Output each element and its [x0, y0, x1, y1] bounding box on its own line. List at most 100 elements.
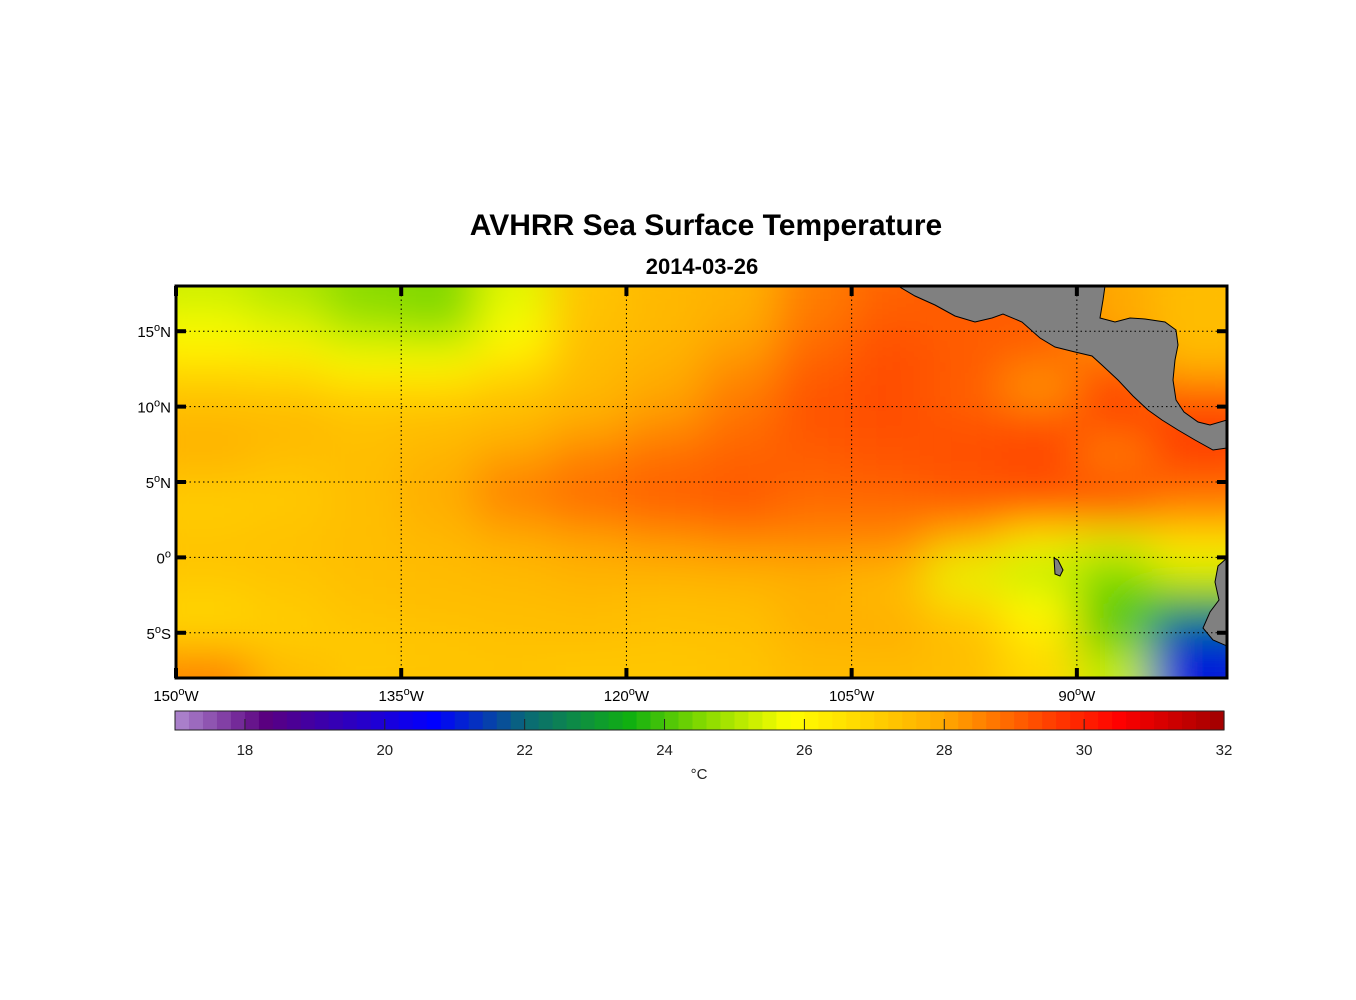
sst-cell — [1151, 557, 1227, 589]
sst-cell — [476, 527, 553, 559]
sst-cell — [626, 647, 703, 678]
sst-cell — [851, 376, 928, 408]
sst-cell — [1151, 466, 1227, 499]
sst-cell — [626, 316, 703, 348]
colorbar-segment — [482, 711, 498, 730]
colorbar-segment — [328, 711, 344, 730]
colorbar-segment — [1154, 711, 1169, 730]
sst-cell — [401, 346, 478, 378]
colorbar-tick-label: 32 — [1216, 742, 1233, 759]
colorbar-segment — [874, 711, 889, 730]
sst-cell — [551, 647, 628, 678]
sst-cell — [401, 376, 478, 408]
colorbar-segment — [1014, 711, 1029, 730]
y-tick-label: 10oN — [137, 398, 171, 417]
sst-cell — [701, 497, 778, 529]
colorbar-segment — [1182, 711, 1197, 730]
colorbar-segment — [748, 711, 764, 730]
sst-cell — [1076, 436, 1153, 468]
sst-cell — [1001, 617, 1078, 649]
colorbar-segment — [356, 711, 372, 730]
colorbar-segment — [1112, 711, 1127, 730]
colorbar-segment — [622, 711, 638, 730]
sst-cell — [701, 376, 778, 408]
colorbar-segment — [202, 711, 218, 730]
colorbar-segment — [1210, 711, 1225, 730]
colorbar-segment — [1042, 711, 1057, 730]
colorbar-segment — [314, 711, 330, 730]
sst-cell — [776, 346, 853, 378]
sst-cell — [326, 557, 403, 589]
colorbar-segment — [1126, 711, 1141, 730]
sst-cell — [551, 346, 628, 378]
sst-cell — [701, 436, 778, 468]
chart-title: AVHRR Sea Surface Temperature — [470, 209, 942, 242]
sst-cell — [251, 406, 328, 438]
sst-cell — [701, 406, 778, 438]
frame-ticks — [174, 286, 1227, 678]
colorbar-tick-label: 22 — [516, 742, 533, 759]
sst-cell — [251, 527, 328, 559]
sst-cell — [401, 647, 478, 678]
colorbar-segment — [552, 711, 568, 730]
sst-cell — [551, 316, 628, 348]
colorbar-segment — [426, 711, 442, 730]
sst-cell — [701, 527, 778, 559]
colorbar-segment — [608, 711, 624, 730]
colorbar-segment — [1070, 711, 1085, 730]
sst-cell — [926, 647, 1003, 678]
colorbar-segment — [1196, 711, 1211, 730]
colorbar-segment — [706, 711, 722, 730]
sst-cell — [176, 436, 253, 468]
sst-cell — [176, 376, 253, 408]
sst-cell — [626, 527, 703, 559]
sst-cell — [851, 587, 928, 619]
colorbar-segment — [272, 711, 288, 730]
sst-cell — [1001, 346, 1078, 378]
x-tick-label: 90oW — [1058, 686, 1096, 705]
sst-cell — [251, 436, 328, 468]
sst-cell — [776, 316, 853, 348]
sst-cell — [326, 527, 403, 559]
sst-cell — [251, 557, 328, 589]
colorbar-segment — [216, 711, 232, 730]
sst-cell — [926, 617, 1003, 649]
sst-cell — [251, 617, 328, 649]
sst-cell — [851, 527, 928, 559]
sst-cell — [851, 346, 928, 378]
sst-cell — [776, 286, 853, 318]
colorbar-segment — [888, 711, 903, 730]
sst-cell — [626, 617, 703, 649]
x-tick-label: 135oW — [379, 686, 425, 705]
sst-cell — [476, 406, 553, 438]
sst-cell — [626, 557, 703, 589]
land-central-america — [897, 286, 1227, 451]
sst-cell — [1001, 647, 1078, 678]
land-south-america — [1202, 557, 1227, 647]
y-tick-label: 15oN — [137, 322, 171, 341]
sst-cell — [1151, 527, 1227, 559]
colorbar-segment — [1084, 711, 1099, 730]
colorbar-segment — [258, 711, 274, 730]
sst-cell — [476, 647, 553, 678]
colorbar-segment — [804, 711, 819, 730]
colorbar-segment — [818, 711, 833, 730]
sst-cell — [926, 497, 1003, 529]
sst-cell — [1001, 406, 1078, 438]
sst-cell — [626, 376, 703, 408]
sst-cell — [1076, 466, 1153, 499]
colorbar-segment — [720, 711, 736, 730]
sst-cell — [926, 587, 1003, 619]
sst-cell — [851, 316, 928, 348]
colorbar-segment — [678, 711, 694, 730]
land-galapagos — [1053, 557, 1064, 577]
x-tick-labels: 150oW 135oW 120oW 105oW 90oW — [153, 686, 1096, 705]
colorbar-segment — [1098, 711, 1113, 730]
colorbar-segment — [566, 711, 582, 730]
sst-cell — [926, 346, 1003, 378]
colorbar-segment — [510, 711, 526, 730]
sst-cell — [551, 466, 628, 499]
sst-cell — [776, 617, 853, 649]
colorbar-tick-label: 26 — [796, 742, 813, 759]
colorbar-segment — [916, 711, 931, 730]
